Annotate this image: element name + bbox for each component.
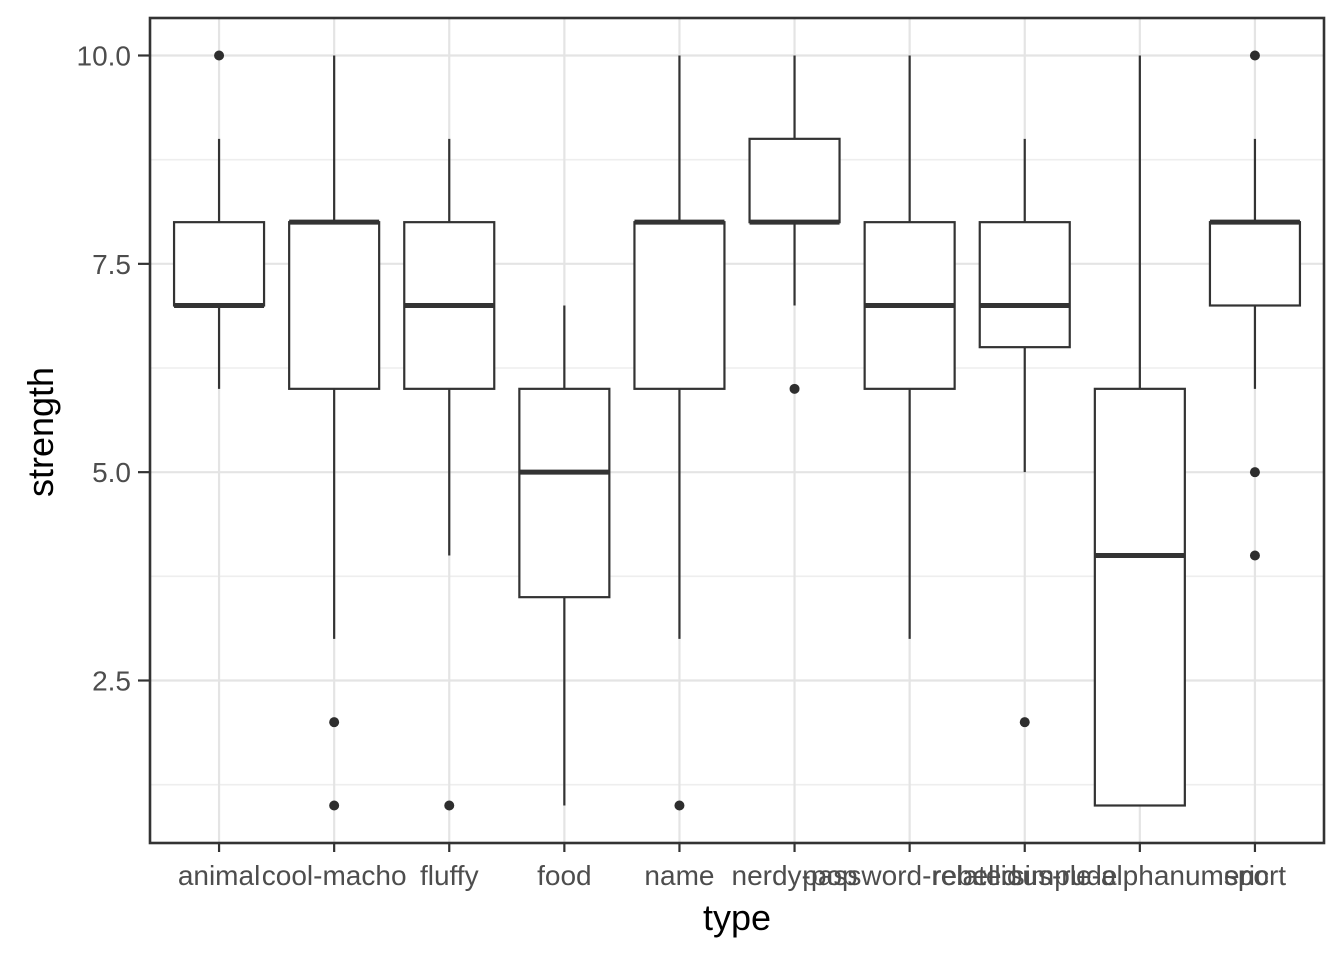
x-tick-label-password-related: password-related xyxy=(802,860,1017,891)
box-simple-alphanumeric xyxy=(1093,387,1186,807)
x-tick-label-rebellious-rude: rebellious-rude xyxy=(932,860,1117,891)
box-name xyxy=(633,221,726,390)
outlier-sport-5 xyxy=(1249,467,1260,478)
box-rebellious-rude xyxy=(978,221,1071,349)
outlier-name-1 xyxy=(674,800,685,811)
y-tick-label-7.5: 7.5 xyxy=(92,249,131,280)
outlier-cool-macho-1 xyxy=(329,800,340,811)
y-tick-label-10.0: 10.0 xyxy=(77,41,132,72)
y-axis-title: strength xyxy=(20,366,61,498)
outlier-sport-4 xyxy=(1249,550,1260,561)
outlier-nerdy-pop-6 xyxy=(789,383,800,394)
x-axis-title: type xyxy=(702,897,772,938)
x-tick-label-cool-macho: cool-macho xyxy=(262,860,407,891)
x-tick-label-sport: sport xyxy=(1224,860,1286,891)
outlier-rebellious-rude-2 xyxy=(1019,717,1030,728)
box-sport xyxy=(1208,221,1302,307)
x-tick-label-food: food xyxy=(537,860,592,891)
x-tick-label-fluffy: fluffy xyxy=(420,860,479,891)
outlier-cool-macho-2 xyxy=(329,717,340,728)
box-cool-macho xyxy=(288,221,381,390)
box-nerdy-pop xyxy=(748,137,841,224)
y-tick-label-5.0: 5.0 xyxy=(92,457,131,488)
outlier-sport-10 xyxy=(1249,50,1260,61)
outlier-fluffy-1 xyxy=(444,800,455,811)
y-tick-label-2.5: 2.5 xyxy=(92,666,131,697)
panel-border xyxy=(148,16,1326,845)
x-tick-label-simple-alphanumeric: simple-alphanumeric xyxy=(1011,860,1269,891)
outlier-animal-10 xyxy=(214,50,225,61)
x-tick-label-animal: animal xyxy=(178,860,260,891)
x-tick-label-name: name xyxy=(644,860,714,891)
x-tick-label-nerdy-pop: nerdy-pop xyxy=(732,860,858,891)
box-food xyxy=(518,387,611,599)
box-animal xyxy=(172,221,266,307)
